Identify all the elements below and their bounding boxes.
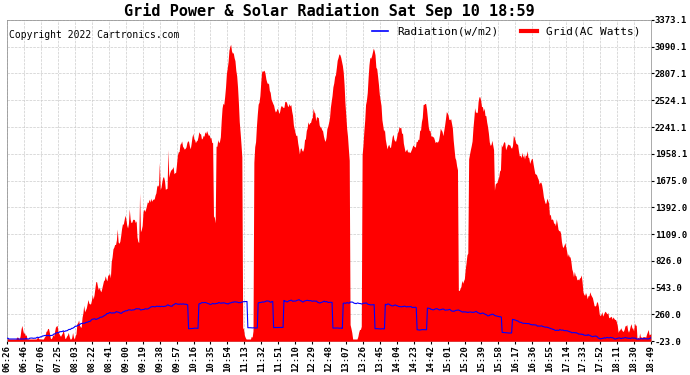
Title: Grid Power & Solar Radiation Sat Sep 10 18:59: Grid Power & Solar Radiation Sat Sep 10 … — [124, 3, 534, 19]
Legend: Radiation(w/m2), Grid(AC Watts): Radiation(w/m2), Grid(AC Watts) — [367, 22, 645, 41]
Text: Copyright 2022 Cartronics.com: Copyright 2022 Cartronics.com — [8, 30, 179, 40]
